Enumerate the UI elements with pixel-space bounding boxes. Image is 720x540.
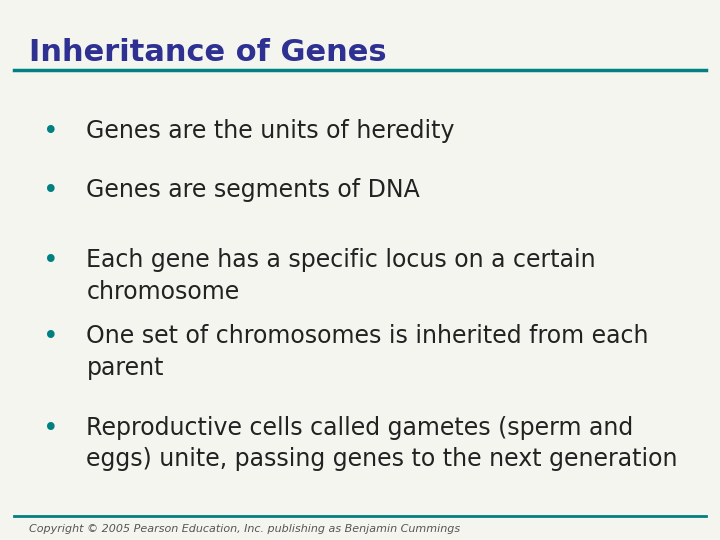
Text: Copyright © 2005 Pearson Education, Inc. publishing as Benjamin Cummings: Copyright © 2005 Pearson Education, Inc.… (29, 523, 460, 534)
Text: Reproductive cells called gametes (sperm and
eggs) unite, passing genes to the n: Reproductive cells called gametes (sperm… (86, 416, 678, 471)
Text: •: • (42, 324, 58, 350)
Text: •: • (42, 178, 58, 204)
Text: •: • (42, 248, 58, 274)
Text: One set of chromosomes is inherited from each
parent: One set of chromosomes is inherited from… (86, 324, 649, 380)
Text: •: • (42, 416, 58, 442)
Text: Inheritance of Genes: Inheritance of Genes (29, 38, 387, 67)
Text: •: • (42, 119, 58, 145)
Text: Genes are the units of heredity: Genes are the units of heredity (86, 119, 455, 143)
Text: Genes are segments of DNA: Genes are segments of DNA (86, 178, 420, 202)
Text: Each gene has a specific locus on a certain
chromosome: Each gene has a specific locus on a cert… (86, 248, 596, 304)
